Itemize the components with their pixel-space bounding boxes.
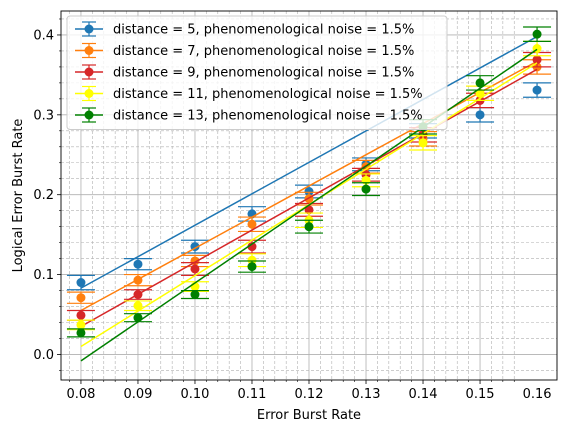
data-point [532,29,542,39]
data-point [304,222,314,232]
data-point [475,88,485,98]
legend-label: distance = 11, phenomenological noise = … [113,87,423,102]
fit-line [80,35,538,289]
data-point [247,255,257,265]
legend-label: distance = 9, phenomenological noise = 1… [113,66,414,81]
y-tick-label: 0.0 [33,348,54,363]
legend-entry: distance = 11, phenomenological noise = … [75,85,423,102]
data-point [133,275,143,285]
data-point [247,219,257,229]
y-tick-label: 0.4 [33,28,54,43]
data-point [475,110,485,120]
y-tick-label: 0.3 [33,108,54,123]
data-point [133,290,143,300]
y-axis-label: Logical Error Burst Rate [11,119,26,273]
x-tick-label: 0.14 [409,387,438,402]
x-tick-label: 0.09 [123,387,152,402]
legend-box [66,15,448,130]
axis-ticks: 0.08 0.09 0.10 0.11 0.12 0.13 0.14 0.15 0.16 0.0 0… [33,18,552,402]
y-tick-label: 0.2 [33,188,54,203]
x-tick-label: 0.11 [238,387,267,402]
data-point [304,205,314,215]
data-point [304,187,314,197]
data-point [247,262,257,272]
series-layer [66,26,552,362]
data-point [76,310,86,320]
x-tick-label: 0.13 [352,387,381,402]
data-point [133,259,143,269]
legend-entry: distance = 9, phenomenological noise = 1… [75,64,414,81]
data-point [532,85,542,95]
legend-label: distance = 5, phenomenological noise = 1… [113,23,414,38]
data-point [532,55,542,65]
data-point [190,264,200,274]
legend-label: distance = 7, phenomenological noise = 1… [113,44,414,59]
legend-marker [84,67,94,77]
x-tick-label: 0.15 [466,387,495,402]
data-point [133,313,143,323]
legend-marker [84,89,94,98]
legend-entry: distance = 7, phenomenological noise = 1… [75,42,414,59]
data-point [76,320,86,330]
x-tick-label: 0.10 [181,387,210,402]
x-tick-label: 0.12 [295,387,324,402]
data-point [76,293,86,303]
y-tick-label: 0.1 [33,268,54,283]
legend: distance = 5, phenomenological noise = 1… [66,15,448,130]
fit-line [80,60,538,312]
x-tick-label: 0.16 [523,387,552,402]
data-point [133,301,143,311]
data-point [247,242,257,252]
data-point [361,184,371,194]
data-point [418,138,428,148]
x-tick-label: 0.08 [66,387,95,402]
legend-marker [84,24,94,34]
data-point [190,290,200,300]
data-point [475,78,485,88]
fit-line [80,68,538,328]
fit-line [80,48,538,362]
data-point [76,328,86,338]
legend-marker [84,46,94,55]
legend-marker [84,110,94,120]
legend-entry: distance = 5, phenomenological noise = 1… [75,21,414,38]
x-axis-label: Error Burst Rate [257,408,361,423]
legend-label: distance = 13, phenomenological noise = … [113,109,423,124]
data-point [76,278,86,288]
legend-entry: distance = 13, phenomenological noise = … [75,107,423,124]
